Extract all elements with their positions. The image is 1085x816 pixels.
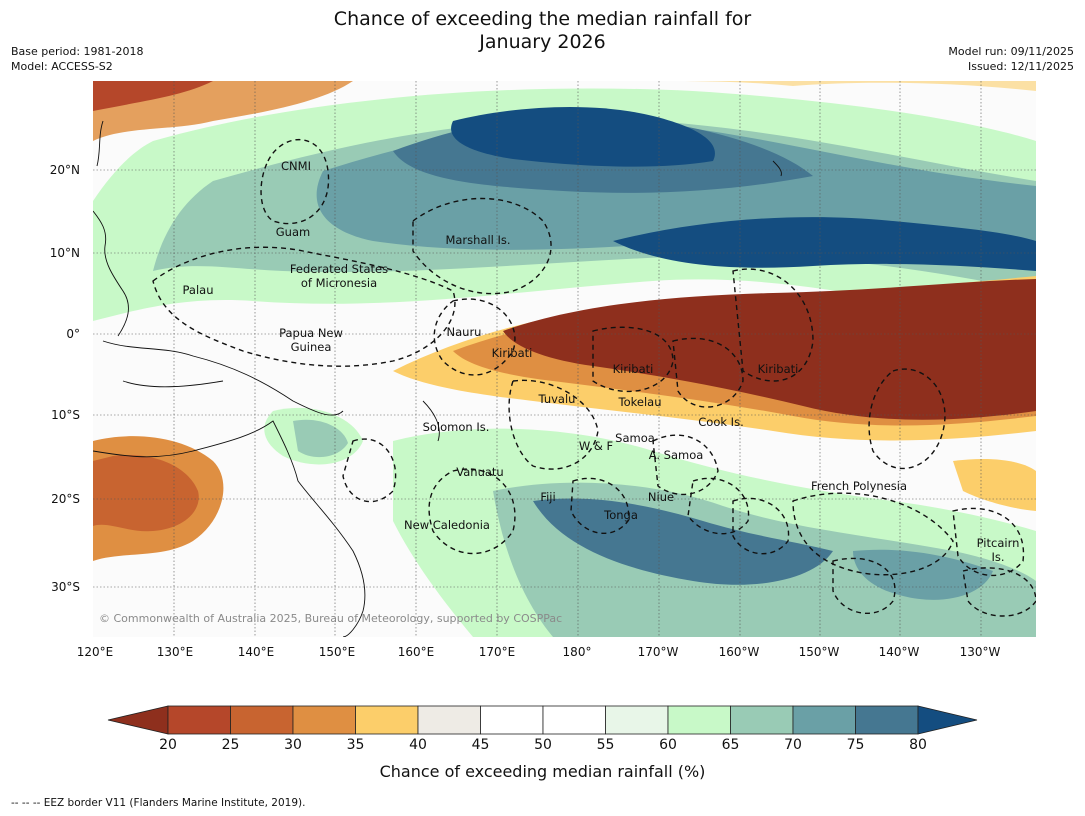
colorbar-segment: [355, 705, 419, 735]
place-label-marshall: Marshall Is.: [445, 233, 511, 247]
x-tick-label: 180°: [562, 645, 592, 659]
place-label-pitcairn: Pitcairn Is.: [976, 536, 1020, 564]
place-label-frenchpoly: French Polynesia: [810, 479, 908, 493]
colorbar: [107, 705, 978, 735]
place-label-palau: Palau: [182, 283, 214, 297]
place-label-niue: Niue: [647, 490, 675, 504]
meta-right: Model run: 09/11/2025 Issued: 12/11/2025: [948, 44, 1074, 74]
colorbar-tick-label: 40: [409, 737, 427, 753]
place-label-png: Papua New Guinea: [279, 326, 343, 354]
colorbar-tick-label: 75: [846, 737, 865, 753]
eez-borders: [152, 138, 1036, 617]
colorbar-segment: [667, 705, 731, 735]
colorbar-segment: [542, 705, 606, 735]
title-line-2: January 2026: [479, 31, 606, 53]
place-label-samoa: Samoa: [615, 431, 655, 445]
colorbar-tick-label: 45: [471, 737, 490, 753]
colorbar-segment: [292, 705, 356, 735]
colorbar-segment: [230, 705, 294, 735]
colorbar-tick-label: 80: [909, 737, 927, 753]
place-label-solomon: Solomon Is.: [422, 420, 490, 434]
x-tick-label: 130°W: [959, 645, 1001, 659]
colorbar-segment: [417, 705, 481, 735]
x-tick-label: 170°E: [478, 645, 516, 659]
map-title: Chance of exceeding the median rainfall …: [0, 8, 1085, 54]
model-run: Model run: 09/11/2025: [948, 45, 1074, 58]
y-tick-label: 10°S: [51, 408, 80, 422]
place-label-cook: Cook Is.: [698, 415, 744, 429]
eez-footnote: -- -- -- EEZ border V11 (Flanders Marine…: [11, 797, 306, 809]
colorbar-tick-label: 35: [346, 737, 365, 753]
colorbar-segment: [167, 705, 231, 735]
place-label-guam: Guam: [275, 225, 311, 239]
coastlines: [93, 120, 782, 637]
y-tick-label: 20°N: [49, 163, 80, 177]
colorbar-tick-label: 25: [221, 737, 240, 753]
colorbar-tick-label: 50: [534, 737, 552, 753]
colorbar-tick-label: 20: [159, 737, 177, 753]
map-field: [93, 81, 1036, 637]
y-tick-label: 20°S: [51, 492, 80, 506]
place-label-kiribati3: Kiribati: [757, 362, 799, 376]
rainfall-map: © Commonwealth of Australia 2025, Bureau…: [93, 81, 1036, 637]
colorbar-tick-label: 60: [659, 737, 677, 753]
base-period: Base period: 1981-2018: [11, 45, 144, 58]
place-label-cnmi: CNMI: [281, 159, 311, 173]
x-tick-label: 160°E: [397, 645, 435, 659]
x-tick-label: 150°E: [318, 645, 356, 659]
place-label-fiji: Fiji: [540, 490, 556, 504]
x-tick-label: 170°W: [637, 645, 679, 659]
place-label-asamoa: A. Samoa: [648, 448, 704, 462]
colorbar-tick-label: 55: [596, 737, 615, 753]
colorbar-segment: [855, 705, 919, 735]
place-label-tokelau: Tokelau: [618, 395, 662, 409]
title-line-1: Chance of exceeding the median rainfall …: [333, 8, 752, 30]
place-label-vanuatu: Vanuatu: [456, 465, 504, 479]
colorbar-label: Chance of exceeding median rainfall (%): [379, 762, 706, 781]
colorbar-tick-label: 30: [284, 737, 302, 753]
place-label-nauru: Nauru: [446, 325, 482, 339]
place-label-newcal: New Caledonia: [404, 518, 490, 532]
meta-left: Base period: 1981-2018 Model: ACCESS-S2: [11, 44, 143, 74]
y-tick-label: 30°S: [51, 580, 80, 594]
colorbar-segment: [605, 705, 669, 735]
colorbar-extend-high: [917, 705, 978, 735]
x-tick-label: 120°E: [76, 645, 114, 659]
colorbar-segment: [792, 705, 856, 735]
colorbar-tick-label: 70: [784, 737, 802, 753]
x-tick-label: 160°W: [718, 645, 760, 659]
model-name: Model: ACCESS-S2: [11, 60, 113, 73]
grid-lines: [93, 81, 1036, 637]
x-tick-label: 150°W: [798, 645, 840, 659]
x-tick-label: 140°W: [878, 645, 920, 659]
x-tick-label: 140°E: [237, 645, 275, 659]
place-label-tonga: Tonga: [604, 508, 638, 522]
colorbar-segment: [730, 705, 794, 735]
colorbar-tick-label: 65: [721, 737, 740, 753]
issued-date: Issued: 12/11/2025: [967, 60, 1074, 73]
place-label-kiribati1: Kiribati: [491, 346, 533, 360]
y-tick-label: 0°: [66, 327, 80, 341]
colorbar-segment: [480, 705, 544, 735]
colorbar-extend-low: [107, 705, 169, 735]
field-equatorial-dry-inner: [503, 279, 1036, 420]
place-label-fsm: Federated States of Micronesia: [289, 262, 389, 290]
place-label-kiribati2: Kiribati: [612, 362, 654, 376]
copyright-text: © Commonwealth of Australia 2025, Bureau…: [99, 612, 563, 625]
x-tick-label: 130°E: [156, 645, 194, 659]
place-label-wf: W & F: [578, 439, 614, 453]
y-tick-label: 10°N: [49, 246, 80, 260]
place-label-tuvalu: Tuvalu: [538, 392, 576, 406]
